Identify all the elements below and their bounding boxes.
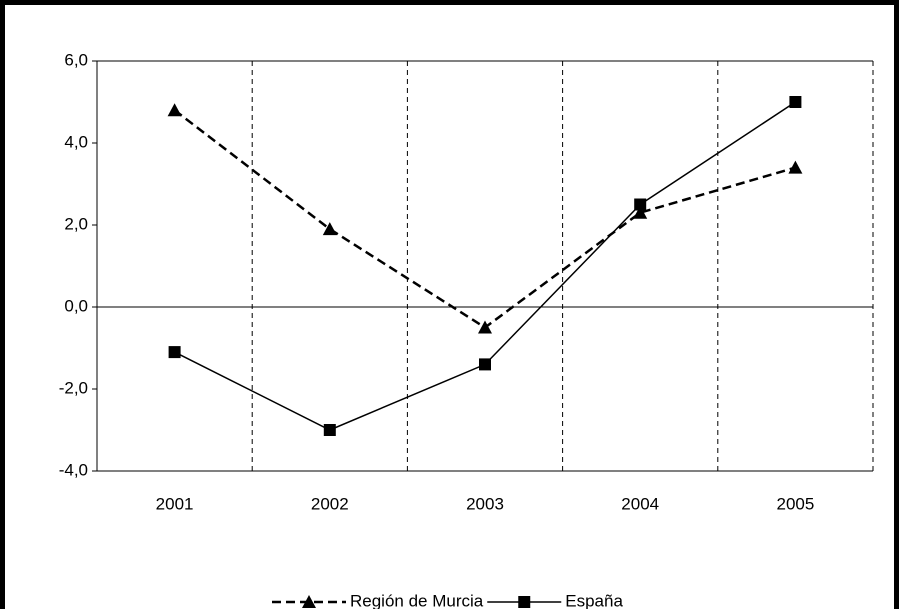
x-tick-label: 2003 xyxy=(466,494,504,513)
y-tick-label: 2,0 xyxy=(64,214,88,233)
y-tick-label: 6,0 xyxy=(64,50,88,69)
x-tick-label: 2001 xyxy=(156,494,194,513)
marker xyxy=(478,320,492,334)
marker xyxy=(167,103,182,117)
y-tick-label: -2,0 xyxy=(59,378,88,397)
x-tick-label: 2002 xyxy=(311,494,349,513)
legend-marker xyxy=(302,595,316,608)
marker xyxy=(789,96,802,108)
marker xyxy=(479,358,491,371)
x-tick-label: 2004 xyxy=(621,494,659,513)
x-tick-label: 2005 xyxy=(776,494,814,513)
marker xyxy=(788,160,803,174)
legend-label: España xyxy=(565,591,623,609)
marker xyxy=(322,222,337,236)
marker xyxy=(323,424,336,436)
legend-marker xyxy=(518,596,531,608)
marker xyxy=(634,198,647,211)
legend-label: Región de Murcia xyxy=(350,591,484,609)
marker xyxy=(168,346,181,359)
y-tick-label: 4,0 xyxy=(64,132,88,151)
y-tick-label: 0,0 xyxy=(64,296,88,315)
y-tick-label: -4,0 xyxy=(59,460,88,479)
plot-frame xyxy=(96,60,873,472)
marker xyxy=(633,205,648,219)
